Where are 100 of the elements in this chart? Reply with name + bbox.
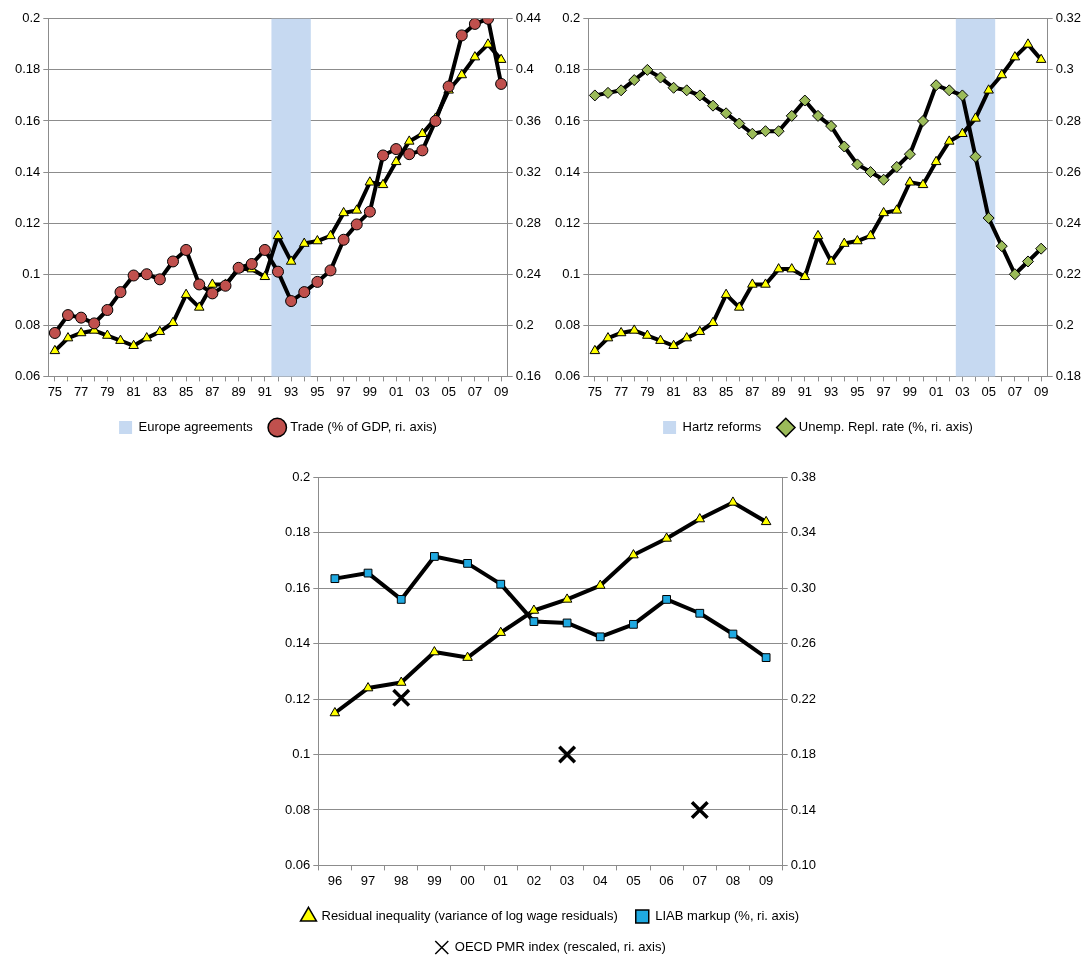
legend-label: LIAB markup (%, ri. axis)	[655, 908, 800, 924]
x-tick-label: 05	[626, 872, 641, 888]
y2-tick-label: 0.2	[1055, 316, 1074, 332]
x-tick-label: 08	[725, 872, 741, 888]
x-tick-label: 81	[666, 383, 681, 399]
legend-label: Unemp. Repl. rate (%, ri. axis)	[798, 419, 973, 435]
x-tick-label: 95	[850, 383, 865, 399]
y2-tick-label: 0.2	[515, 316, 534, 332]
y2-tick-label: 0.26	[790, 635, 817, 651]
y-tick-label: 0.06	[554, 367, 581, 383]
x-tick-label: 07	[692, 872, 707, 888]
y2-tick-label: 0.28	[515, 214, 542, 230]
x-tick-label: 05	[441, 383, 456, 399]
y-tick-label: 0.08	[284, 801, 311, 817]
y-tick-label: 0.08	[554, 316, 581, 332]
x-tick-label: 91	[257, 383, 273, 399]
x-tick-label: 81	[126, 383, 141, 399]
x-tick-label: 07	[1007, 383, 1023, 399]
x-tick-label: 02	[526, 872, 542, 888]
y2-tick-label: 0.38	[790, 469, 817, 485]
x-tick-label: 09	[493, 383, 509, 399]
x-tick-label: 91	[797, 383, 813, 399]
y2-tick-label: 0.24	[515, 265, 542, 281]
x-tick-label: 05	[981, 383, 996, 399]
x-tick-label: 75	[587, 383, 603, 399]
y-tick-label: 0.1	[292, 746, 311, 762]
x-tick-label: 04	[593, 872, 608, 888]
x-tick-label: 03	[559, 872, 575, 888]
y2-tick-label: 0.24	[1055, 214, 1082, 230]
y2-tick-label: 0.32	[515, 163, 542, 179]
x-tick-label: 79	[640, 383, 655, 399]
x-tick-label: 09	[758, 872, 774, 888]
y2-tick-label: 0.18	[1055, 367, 1082, 383]
y2-tick-label: 0.3	[1055, 61, 1074, 77]
x-tick-label: 07	[467, 383, 483, 399]
x-tick-label: 03	[415, 383, 430, 399]
x-tick-label: 93	[283, 383, 299, 399]
y2-tick-label: 0.22	[1055, 265, 1082, 281]
y-tick-label: 0.14	[14, 163, 41, 179]
x-tick-label: 89	[771, 383, 786, 399]
y2-tick-label: 0.34	[790, 524, 817, 540]
x-tick-label: 77	[613, 383, 629, 399]
x-tick-label: 06	[659, 872, 674, 888]
x-tick-label: 87	[745, 383, 760, 399]
y-tick-label: 0.14	[554, 163, 581, 179]
x-tick-label: 97	[336, 383, 351, 399]
y2-tick-label: 0.44	[515, 10, 542, 26]
x-tick-label: 95	[310, 383, 325, 399]
y-tick-label: 0.18	[14, 61, 41, 77]
y-tick-label: 0.06	[284, 856, 311, 872]
x-tick-label: 99	[902, 383, 918, 399]
legend-label: Hartz reforms	[682, 419, 762, 435]
y2-tick-label: 0.22	[790, 690, 817, 706]
x-tick-label: 00	[460, 872, 475, 888]
y2-tick-label: 0.10	[790, 856, 817, 872]
legend-label: Trade (% of GDP, ri. axis)	[290, 419, 437, 435]
x-tick-label: 89	[231, 383, 246, 399]
y-tick-label: 0.12	[554, 214, 581, 230]
x-tick-label: 83	[152, 383, 168, 399]
x-tick-label: 79	[100, 383, 115, 399]
y-tick-label: 0.16	[284, 579, 311, 595]
y-tick-label: 0.14	[284, 635, 311, 651]
x-tick-label: 99	[427, 872, 442, 888]
x-tick-label: 01	[493, 872, 508, 888]
y-tick-label: 0.18	[554, 61, 581, 77]
x-tick-label: 75	[47, 383, 63, 399]
x-tick-label: 01	[928, 383, 944, 399]
x-tick-label: 01	[388, 383, 404, 399]
x-tick-label: 97	[360, 872, 376, 888]
y2-tick-label: 0.28	[1055, 112, 1082, 128]
y2-tick-label: 0.30	[790, 579, 817, 595]
y2-tick-label: 0.4	[515, 61, 534, 77]
x-tick-label: 85	[178, 383, 194, 399]
x-tick-label: 85	[718, 383, 734, 399]
x-tick-label: 96	[327, 872, 343, 888]
x-tick-label: 77	[73, 383, 89, 399]
x-tick-label: 87	[205, 383, 220, 399]
y2-tick-label: 0.18	[790, 746, 817, 762]
x-tick-label: 99	[362, 383, 378, 399]
y2-tick-label: 0.26	[1055, 163, 1082, 179]
y-tick-label: 0.16	[14, 112, 41, 128]
y-tick-label: 0.12	[284, 690, 311, 706]
x-tick-label: 83	[692, 383, 708, 399]
x-tick-label: 97	[876, 383, 891, 399]
legend-label: OECD PMR index (rescaled, ri. axis)	[454, 939, 666, 955]
x-tick-label: 93	[823, 383, 839, 399]
x-tick-label: 03	[955, 383, 970, 399]
y-tick-label: 0.12	[14, 214, 41, 230]
y2-tick-label: 0.14	[790, 801, 817, 817]
y-tick-label: 0.18	[284, 524, 311, 540]
y-tick-label: 0.2	[562, 10, 581, 26]
legend-label: Residual inequality (variance of log wage residuals)	[321, 908, 618, 924]
y2-tick-label: 0.36	[515, 112, 542, 128]
legend-label: Europe agreements	[138, 419, 254, 435]
y-tick-label: 0.2	[292, 469, 311, 485]
y2-tick-label: 0.32	[1055, 10, 1082, 26]
x-tick-label: 98	[394, 872, 409, 888]
y-tick-label: 0.1	[22, 265, 41, 281]
y-tick-label: 0.06	[14, 367, 41, 383]
y-tick-label: 0.1	[562, 265, 581, 281]
